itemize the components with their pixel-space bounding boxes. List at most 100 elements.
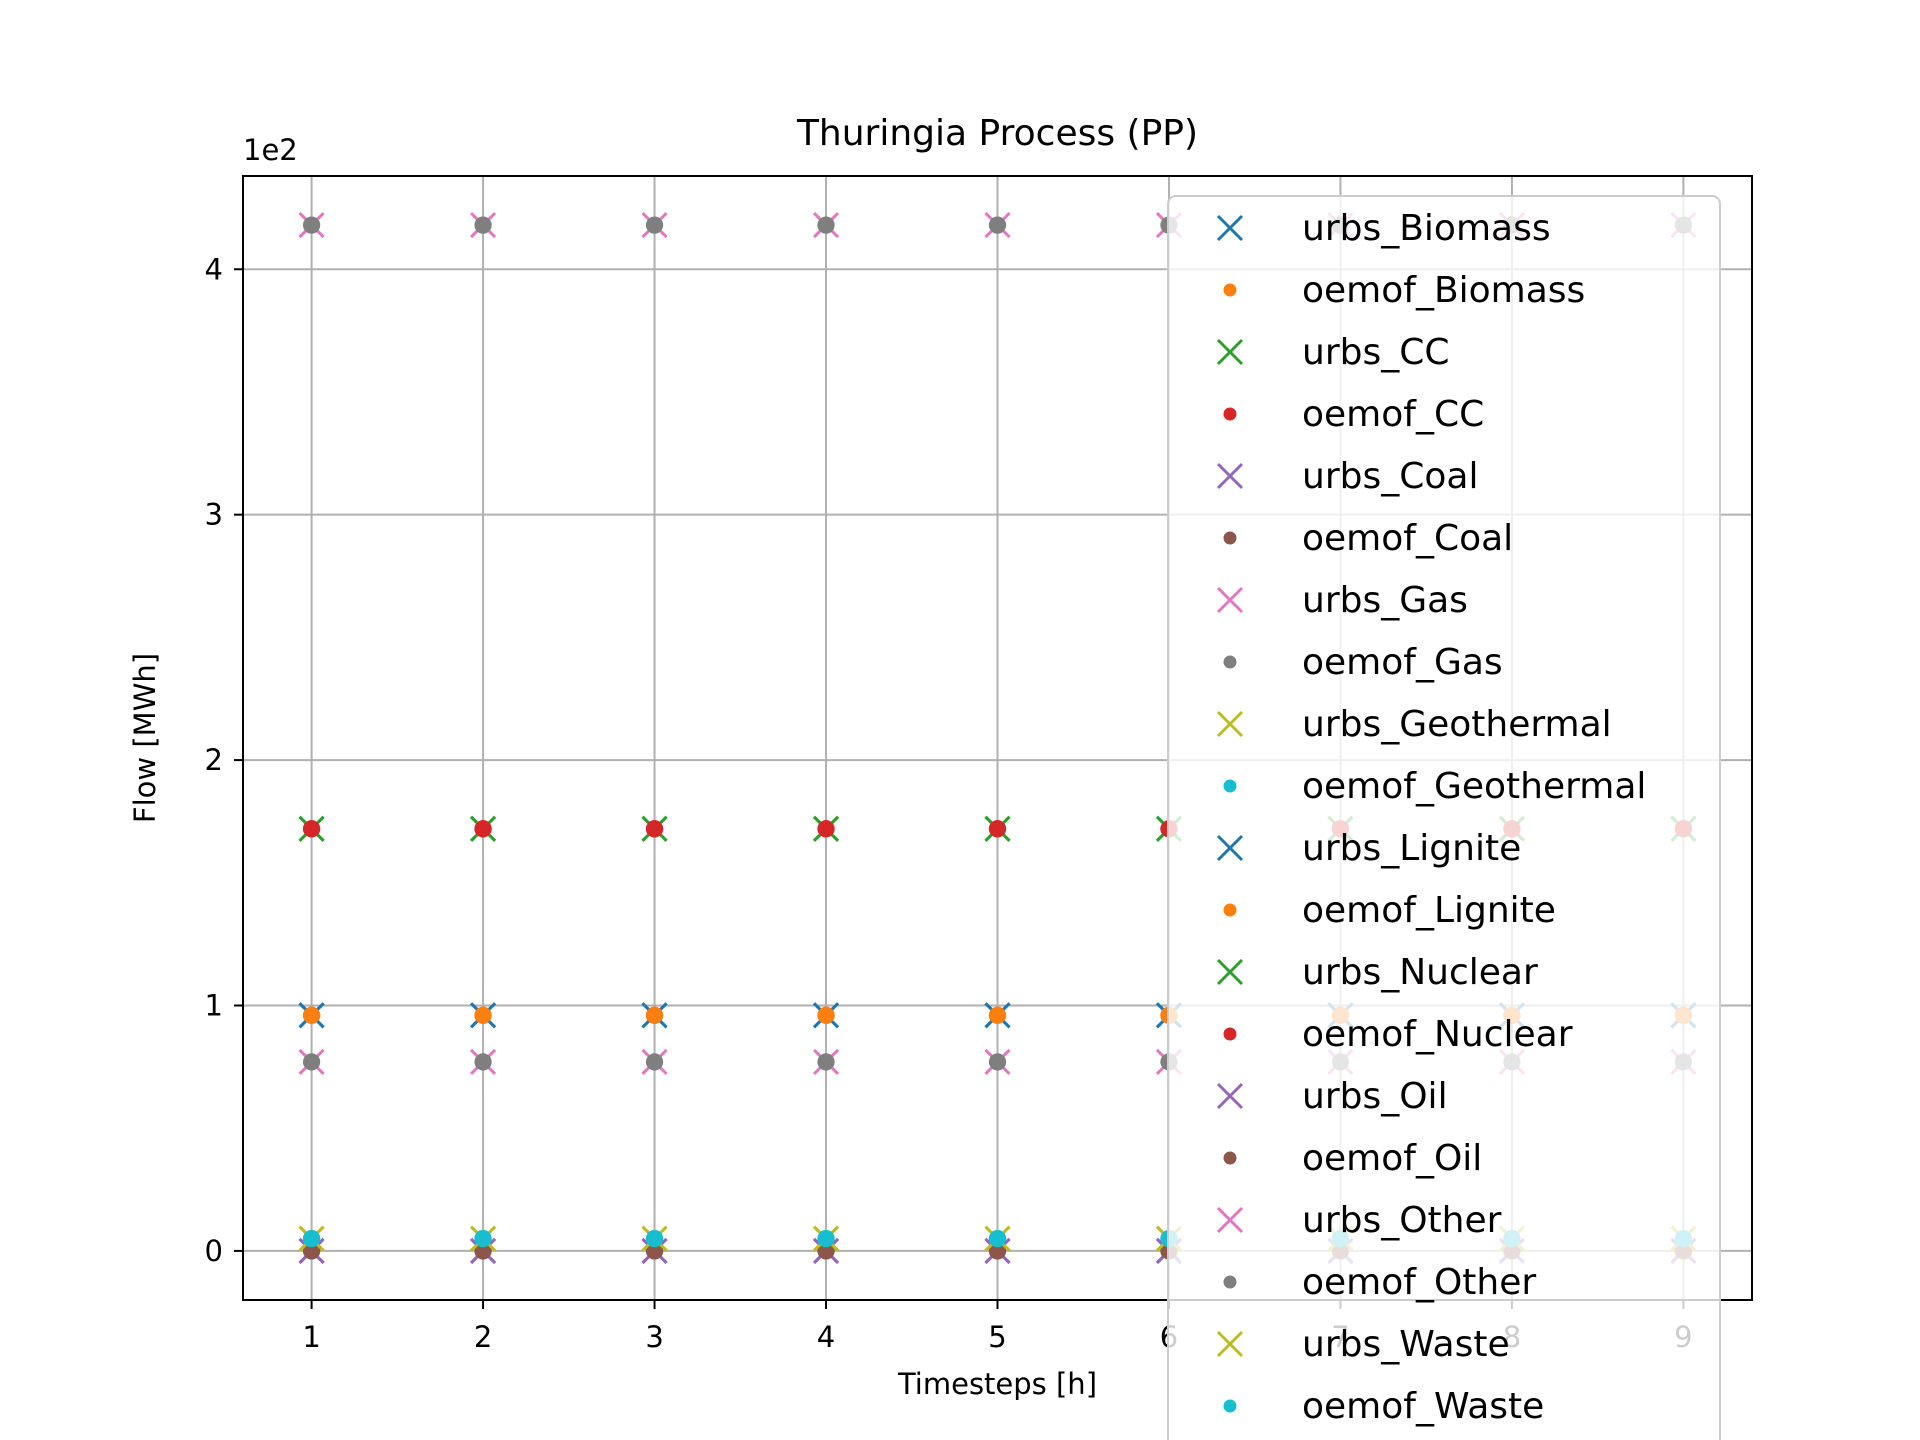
x-tick-label: 1 — [302, 1320, 320, 1354]
legend-marker — [1216, 710, 1244, 738]
data-point — [474, 1006, 492, 1024]
data-point — [474, 820, 492, 838]
legend-item: oemof_Other — [1223, 1262, 1536, 1303]
legend-marker — [1216, 1330, 1244, 1358]
x-marker-stroke — [1216, 958, 1244, 986]
y-axis-label: Flow [MWh] — [128, 653, 162, 823]
x-axis-label: Timesteps [h] — [897, 1367, 1097, 1401]
x-tick-label: 3 — [645, 1320, 663, 1354]
data-point — [645, 1242, 664, 1260]
x-marker-stroke — [1216, 586, 1244, 614]
x-tick-label: 2 — [474, 1320, 492, 1354]
legend-label: urbs_Lignite — [1302, 828, 1521, 869]
chart-title: Thuringia Process (PP) — [796, 113, 1198, 154]
data-point — [988, 820, 1007, 838]
legend-item: urbs_Biomass — [1216, 208, 1551, 249]
legend-marker — [1223, 903, 1237, 917]
y-tick-label: 1 — [205, 989, 223, 1023]
data-point — [302, 216, 321, 234]
data-point — [645, 216, 664, 234]
legend-marker — [1223, 407, 1237, 421]
legend-marker — [1223, 779, 1237, 793]
data-point — [302, 1242, 321, 1260]
data-point — [474, 216, 492, 234]
legend-marker — [1223, 283, 1237, 297]
y-tick-label: 0 — [205, 1234, 223, 1268]
legend-marker — [1223, 1275, 1237, 1289]
y-tick-label: 2 — [205, 743, 223, 777]
legend-label: urbs_Biomass — [1302, 208, 1551, 249]
legend-marker — [1223, 655, 1237, 669]
x-marker-stroke — [1216, 462, 1244, 490]
x-marker-stroke — [1216, 338, 1244, 366]
y-tick-label: 3 — [205, 498, 223, 532]
data-point — [817, 1006, 835, 1024]
data-point — [474, 1242, 492, 1260]
legend-marker — [1223, 1399, 1237, 1413]
legend-marker — [1223, 1151, 1237, 1165]
x-marker-stroke — [1216, 710, 1244, 738]
data-point — [817, 1053, 835, 1071]
data-point — [645, 1230, 664, 1248]
legend-marker — [1216, 1082, 1244, 1110]
data-point — [817, 1230, 835, 1248]
x-marker-stroke — [1216, 1206, 1244, 1234]
data-point — [988, 1053, 1007, 1071]
x-marker-stroke — [1216, 1082, 1244, 1110]
data-point — [817, 820, 835, 838]
legend-label: oemof_Lignite — [1302, 890, 1556, 931]
data-point — [988, 1230, 1007, 1248]
legend-item: urbs_Oil — [1216, 1076, 1448, 1117]
data-point — [302, 1006, 321, 1024]
legend: urbs_Biomass oemof_Biomass urbs_CC oemof_CC… — [1167, 195, 1721, 1440]
data-point — [302, 820, 321, 838]
legend-label: oemof_Other — [1302, 1262, 1536, 1303]
legend-item: oemof_Oil — [1223, 1138, 1482, 1179]
legend-item: urbs_Waste — [1216, 1324, 1510, 1365]
legend-item: urbs_Gas — [1216, 580, 1468, 621]
legend-label: urbs_Coal — [1302, 456, 1478, 497]
legend-label: oemof_Nuclear — [1302, 1014, 1573, 1055]
data-point — [817, 1242, 835, 1260]
legend-marker — [1216, 462, 1244, 490]
legend-label: urbs_Other — [1302, 1200, 1502, 1241]
legend-label: urbs_Nuclear — [1302, 952, 1538, 993]
data-point — [645, 820, 664, 838]
x-tick-label: 5 — [988, 1320, 1006, 1354]
legend-label: urbs_Waste — [1302, 1324, 1510, 1365]
legend-label: oemof_CC — [1302, 394, 1484, 435]
data-point — [645, 1053, 664, 1071]
legend-label: urbs_Gas — [1302, 580, 1468, 621]
data-point — [474, 1053, 492, 1071]
legend-item: oemof_Geothermal — [1223, 766, 1646, 807]
legend-label: urbs_Geothermal — [1302, 704, 1612, 745]
legend-marker — [1216, 834, 1244, 862]
y-axis-ticks: 0 1 2 3 4 — [205, 252, 243, 1268]
data-point — [645, 1006, 664, 1024]
legend-item: urbs_CC — [1216, 332, 1450, 373]
legend-marker — [1216, 338, 1244, 366]
legend-label: oemof_Oil — [1302, 1138, 1482, 1179]
legend-label: oemof_Biomass — [1302, 270, 1585, 311]
legend-marker — [1216, 1206, 1244, 1234]
legend-item: oemof_Coal — [1223, 518, 1513, 559]
data-point — [474, 1230, 492, 1248]
legend-label: urbs_CC — [1302, 332, 1450, 373]
x-tick-label: 4 — [817, 1320, 835, 1354]
legend-label: oemof_Coal — [1302, 518, 1513, 559]
legend-item: oemof_Waste — [1223, 1386, 1544, 1427]
data-point — [817, 216, 835, 234]
data-point — [988, 1006, 1007, 1024]
legend-marker — [1223, 1027, 1237, 1041]
data-point — [988, 1242, 1007, 1260]
legend-marker — [1216, 586, 1244, 614]
legend-item: urbs_Coal — [1216, 456, 1478, 497]
data-point — [302, 1230, 321, 1248]
legend-label: oemof_Geothermal — [1302, 766, 1646, 807]
x-marker-stroke — [1216, 834, 1244, 862]
data-point — [988, 216, 1007, 234]
legend-item: oemof_Biomass — [1223, 270, 1585, 311]
y-tick-label: 4 — [205, 252, 223, 286]
legend-marker — [1216, 214, 1244, 242]
